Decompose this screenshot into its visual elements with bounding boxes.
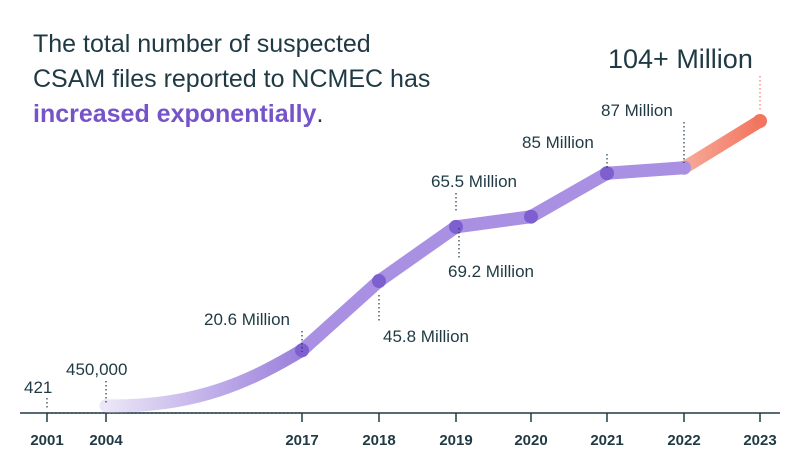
- series-segment-2019-2020: [449, 210, 538, 234]
- data-point-2019: [449, 219, 463, 234]
- data-point-2022: [677, 160, 691, 175]
- title-line-1: The total number of suspected: [33, 30, 371, 58]
- x-tick-label-2001: 2001: [30, 432, 63, 449]
- x-axis: 2001 2004 2017 2018 2019 2020 2021 2022 2023: [20, 412, 780, 449]
- x-tick-label-2023: 2023: [743, 432, 776, 449]
- data-point-2020: [524, 209, 538, 224]
- series-segment-2004-2017: [99, 343, 309, 413]
- data-point-2023: [753, 114, 767, 128]
- data-label-2022: 87 Million: [601, 101, 673, 120]
- x-tick-label-2020: 2020: [514, 432, 547, 449]
- x-tick-label-2004: 2004: [89, 432, 123, 449]
- data-point-2018: [372, 274, 386, 289]
- data-label-2023: 104+ Million: [608, 44, 753, 74]
- series-segment-2022-2023: [677, 114, 767, 175]
- series-segment-2018-2019: [372, 220, 463, 288]
- data-label-2019: 65.5 Million: [431, 172, 517, 191]
- x-tick-label-2021: 2021: [590, 432, 623, 449]
- data-label-2017: 20.6 Million: [204, 310, 290, 329]
- data-point-2021: [600, 166, 614, 181]
- x-tick-label-2022: 2022: [667, 432, 700, 449]
- x-tick-label-2018: 2018: [362, 432, 395, 449]
- series-segment-2017-2018: [295, 274, 386, 357]
- series-line: [99, 114, 767, 413]
- series-segment-2021-2022: [600, 161, 691, 180]
- data-label-2001: 421: [24, 378, 52, 397]
- series-segment-2020-2021: [524, 166, 614, 224]
- chart-title: The total number of suspected CSAM files…: [33, 27, 553, 132]
- data-label-2018: 45.8 Million: [383, 327, 469, 346]
- data-point-2017: [295, 343, 309, 358]
- x-tick-label-2017: 2017: [285, 432, 318, 449]
- data-labels: 421 450,000 20.6 Million 45.8 Million 65.5 M…: [24, 44, 761, 410]
- data-label-2021: 85 Million: [522, 133, 594, 152]
- data-label-2020: 69.2 Million: [448, 262, 534, 281]
- x-tick-label-2019: 2019: [439, 432, 472, 449]
- data-label-2004: 450,000: [66, 360, 127, 379]
- title-line-2: CSAM files reported to NCMEC has: [33, 65, 431, 93]
- title-highlight: increased exponentially: [33, 100, 317, 128]
- title-end: .: [316, 100, 324, 128]
